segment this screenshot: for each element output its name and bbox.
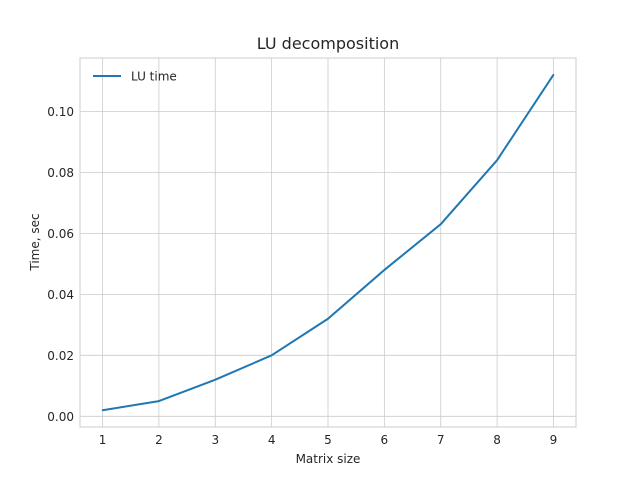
x-tick-label: 5: [324, 433, 332, 447]
data-point: [158, 400, 160, 402]
y-tick-label: 0.10: [47, 105, 74, 119]
data-point: [496, 159, 498, 161]
x-axis-label: Matrix size: [296, 452, 361, 466]
x-axis-ticks: 1 2 3 4 5 6 7 8 9: [99, 433, 558, 447]
x-tick-label: 1: [99, 433, 107, 447]
data-point: [270, 354, 273, 357]
y-axis-label: Time, sec: [28, 213, 42, 271]
data-point: [552, 73, 555, 76]
legend-label: LU time: [131, 70, 177, 84]
legend: LU time: [93, 70, 177, 84]
y-tick-label: 0.06: [47, 227, 74, 241]
x-tick-label: 6: [381, 433, 389, 447]
x-tick-label: 8: [493, 433, 501, 447]
data-point: [101, 409, 104, 412]
x-tick-label: 9: [550, 433, 558, 447]
plot-frame: [79, 57, 577, 428]
y-tick-label: 0.08: [47, 166, 74, 180]
y-tick-label: 0.04: [47, 288, 74, 302]
x-tick-label: 2: [155, 433, 163, 447]
chart-title: LU decomposition: [257, 34, 399, 53]
y-axis-ticks: 0.00 0.02 0.04 0.06 0.08 0.10: [47, 105, 74, 424]
x-tick-label: 4: [268, 433, 276, 447]
series-layer: [101, 73, 555, 412]
data-point: [214, 378, 217, 381]
data-point: [327, 317, 329, 320]
grid: [80, 58, 576, 427]
x-tick-label: 7: [437, 433, 445, 447]
x-tick-label: 3: [211, 433, 219, 447]
data-point: [439, 223, 442, 226]
y-tick-label: 0.02: [47, 349, 74, 363]
data-point: [383, 269, 386, 271]
y-tick-label: 0.00: [47, 410, 74, 424]
